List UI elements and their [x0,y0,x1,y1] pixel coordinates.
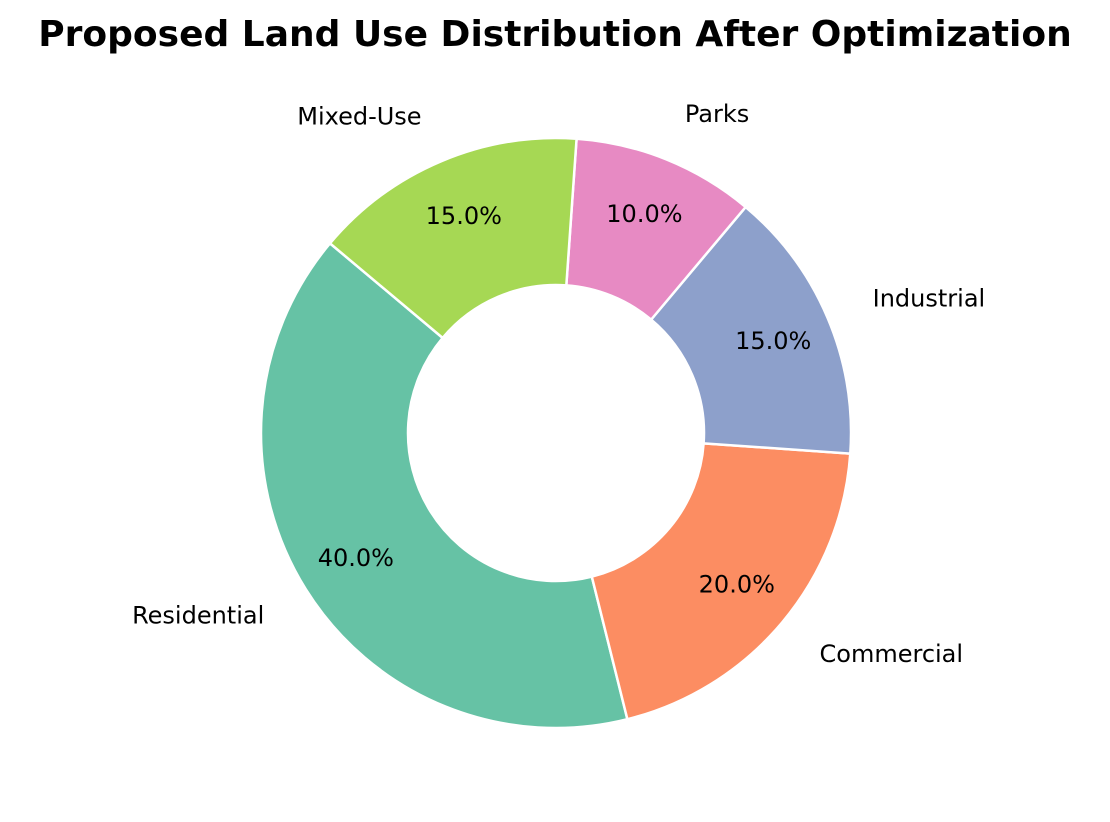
donut-labels: 40.0% Residential 20.0% Commercial 15.0% Indu… [132,100,985,668]
percent-label-industrial: 15.0% [735,327,811,355]
donut-slices [259,136,853,730]
percent-label-mixed-use: 15.0% [426,202,502,230]
percent-label-residential: 40.0% [318,544,394,572]
category-label-industrial: Industrial [873,285,986,313]
category-label-residential: Residential [132,601,264,629]
slice-mixed-use [328,136,578,340]
percent-label-parks: 10.0% [606,200,682,228]
category-label-parks: Parks [685,100,749,128]
category-label-commercial: Commercial [820,640,964,668]
category-label-mixed-use: Mixed-Use [297,102,421,130]
chart-title: Proposed Land Use Distribution After Opt… [38,14,1072,55]
slice-industrial [649,205,853,455]
slice-residential [259,242,629,730]
percent-label-commercial: 20.0% [699,571,775,599]
slice-commercial [590,442,852,721]
